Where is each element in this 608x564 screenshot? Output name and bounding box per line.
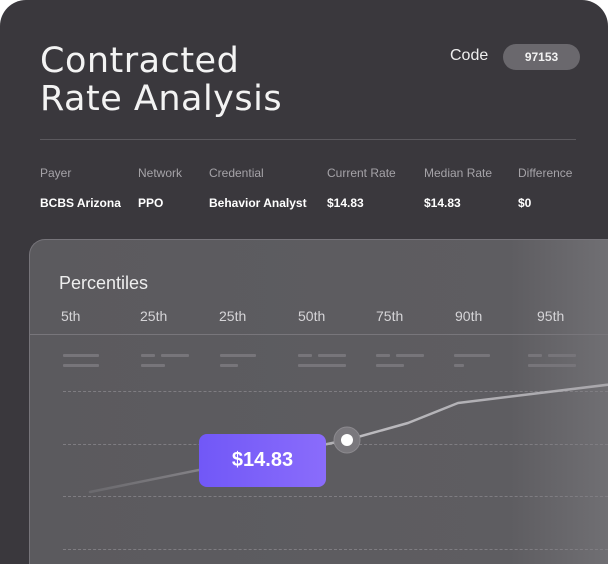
col-header-payer: Payer [40, 166, 72, 180]
percentiles-title: Percentiles [59, 273, 149, 293]
percentile-label: 95th [537, 308, 565, 324]
cell-difference: $0 [518, 196, 532, 210]
skeleton-bar [454, 354, 490, 357]
skeleton-bar [63, 354, 99, 357]
percentile-label: 90th [455, 308, 483, 324]
cell-median-rate: $14.83 [424, 196, 461, 210]
cell-current-rate: $14.83 [327, 196, 364, 210]
col-header-difference: Difference [518, 166, 573, 180]
skeleton-bar [376, 364, 404, 367]
current-rate-marker-inner [341, 434, 353, 446]
skeleton-bar [141, 364, 165, 367]
col-header-network: Network [138, 166, 183, 180]
skeleton-bar [298, 354, 312, 357]
percentile-label: 50th [298, 308, 326, 324]
percentile-label: 5th [61, 308, 81, 324]
header-divider [40, 139, 576, 140]
skeleton-bar [220, 354, 256, 357]
skeleton-bar [376, 354, 390, 357]
col-header-credential: Credential [209, 166, 264, 180]
current-rate-tooltip: $14.83 [199, 434, 326, 487]
skeleton-bar [548, 354, 576, 357]
cell-payer: BCBS Arizona [40, 196, 121, 210]
skeleton-bar [220, 364, 238, 367]
grid-line [63, 549, 608, 550]
percentile-curve-chart [88, 383, 608, 494]
percentile-divider [30, 334, 608, 335]
cell-network: PPO [138, 196, 164, 210]
col-header-current-rate: Current Rate [327, 166, 396, 180]
skeleton-bar [396, 354, 424, 357]
percentile-label: 75th [376, 308, 404, 324]
skeleton-bar [63, 364, 99, 367]
skeleton-bar [528, 354, 542, 357]
title-line-1: Contracted [40, 41, 240, 81]
code-badge[interactable]: 97153 [503, 44, 580, 70]
col-header-median-rate: Median Rate [424, 166, 493, 180]
percentile-label: 25th [140, 308, 168, 324]
grid-line [63, 391, 608, 392]
skeleton-bar [454, 364, 464, 367]
page-title: Contracted Rate Analysis [40, 42, 282, 118]
skeleton-bar [318, 354, 346, 357]
cell-credential: Behavior Analyst [209, 196, 307, 210]
percentiles-panel: Percentiles 5th 25th 25th 50th 75th 90th… [29, 239, 608, 564]
skeleton-bar [141, 354, 155, 357]
skeleton-bar [161, 354, 189, 357]
skeleton-bar [298, 364, 346, 367]
percentile-label: 25th [219, 308, 247, 324]
title-line-2: Rate Analysis [40, 79, 283, 119]
skeleton-bar [528, 364, 576, 367]
grid-line [63, 496, 608, 497]
code-label: Code [450, 47, 489, 64]
